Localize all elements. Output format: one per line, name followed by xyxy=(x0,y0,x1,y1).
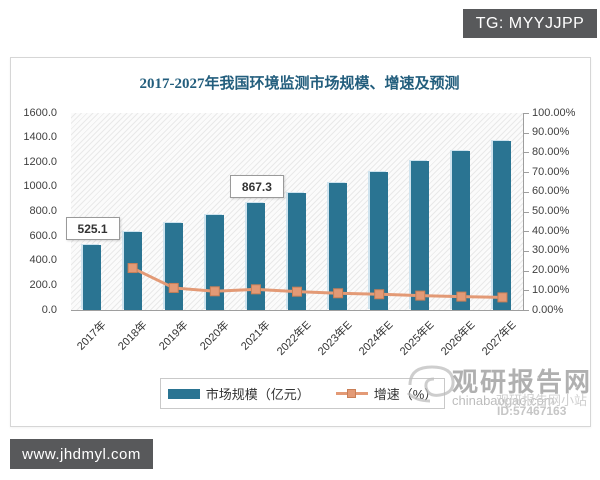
right-axis-tick-label: 100.00% xyxy=(532,106,576,119)
right-axis-tick-mark xyxy=(523,172,529,174)
site-url-text: www.jhdmyl.com xyxy=(22,445,141,463)
bar xyxy=(288,193,306,310)
bar-series-swatch-icon xyxy=(167,388,200,399)
left-axis-tick-label: 1600.0 xyxy=(23,106,57,119)
growth-marker xyxy=(497,292,508,303)
legend-item-growth-rate: 增速（%） xyxy=(335,384,438,403)
left-axis-tick-label: 1200.0 xyxy=(23,155,57,168)
growth-line xyxy=(131,266,503,299)
right-axis-tick-label: 40.00% xyxy=(532,224,570,237)
right-axis-tick-label: 90.00% xyxy=(532,126,570,139)
bar xyxy=(411,161,430,310)
growth-marker xyxy=(209,286,220,297)
growth-line-chart xyxy=(127,263,508,303)
right-axis-tick-label: 10.00% xyxy=(532,283,570,296)
right-axis-tick-label: 20.00% xyxy=(532,264,570,277)
watermark-url: chinabaogao.com xyxy=(452,393,555,408)
right-axis-tick-label: 70.00% xyxy=(532,165,570,178)
growth-marker xyxy=(456,291,467,302)
growth-marker xyxy=(333,288,344,299)
watermark-id: ID:57467163 xyxy=(497,404,567,418)
right-axis-tick-label: 0.00% xyxy=(532,303,564,316)
right-axis-tick-label: 50.00% xyxy=(532,205,570,217)
left-axis-tick-label: 600.0 xyxy=(29,229,57,242)
line-series-swatch-icon xyxy=(335,389,368,398)
right-axis-tick-mark xyxy=(523,270,529,272)
right-axis-tick-mark xyxy=(523,290,529,292)
growth-marker xyxy=(250,284,261,295)
left-axis-tick-label: 1400.0 xyxy=(23,131,57,144)
left-axis-tick-label: 0.0 xyxy=(41,303,57,316)
bar xyxy=(329,182,348,310)
chart-title: 2017-2027年我国环境监测市场规模、增速及预测 xyxy=(139,76,460,92)
right-axis-tick-mark xyxy=(523,211,529,213)
bar xyxy=(493,141,512,310)
tg-badge-text: TG: MYYJJPP xyxy=(475,14,585,32)
tg-badge: TG: MYYJJPP xyxy=(463,9,597,38)
right-axis-tick-mark xyxy=(523,113,529,114)
growth-marker xyxy=(374,289,385,300)
left-axis-tick-label: 1000.0 xyxy=(23,180,57,193)
right-axis-tick-label: 80.00% xyxy=(532,145,570,158)
chart-legend: 市场规模（亿元） 增速（%） xyxy=(160,378,445,409)
bar xyxy=(246,203,265,310)
watermark-brand: 观研报告网 xyxy=(452,367,593,397)
bar xyxy=(452,151,471,310)
bar xyxy=(370,172,389,310)
bar xyxy=(205,214,224,310)
right-axis-tick-mark xyxy=(523,310,529,311)
left-axis-tick-label: 400.0 xyxy=(29,254,57,267)
right-axis-tick-label: 30.00% xyxy=(532,244,570,257)
right-axis-tick-mark xyxy=(523,191,529,193)
right-axis-tick-mark xyxy=(523,152,529,154)
left-axis-tick-label: 200.0 xyxy=(29,278,57,291)
watermark-logo-icon xyxy=(406,365,455,403)
right-axis-tick-mark xyxy=(523,231,529,233)
x-axis-line xyxy=(71,310,524,311)
bar-data-label: 525.1 xyxy=(65,217,120,241)
left-axis-tick-label: 800.0 xyxy=(29,205,57,217)
right-axis-tick-label: 60.00% xyxy=(532,185,570,198)
right-axis-tick-mark xyxy=(523,250,529,252)
site-url-badge: www.jhdmyl.com xyxy=(10,439,153,469)
growth-marker xyxy=(127,263,138,274)
growth-marker xyxy=(415,290,426,301)
watermark-site-label: 观研报告网小站 xyxy=(496,393,588,408)
bar-data-label: 867.3 xyxy=(229,175,284,199)
right-axis-tick-mark xyxy=(523,132,529,134)
growth-marker xyxy=(292,286,302,297)
legend-label-market-size: 市场规模（亿元） xyxy=(205,387,310,402)
bar xyxy=(82,245,101,310)
legend-item-market-size: 市场规模（亿元） xyxy=(167,384,310,403)
legend-label-growth-rate: 增速（%） xyxy=(373,387,438,402)
growth-marker xyxy=(168,282,179,293)
